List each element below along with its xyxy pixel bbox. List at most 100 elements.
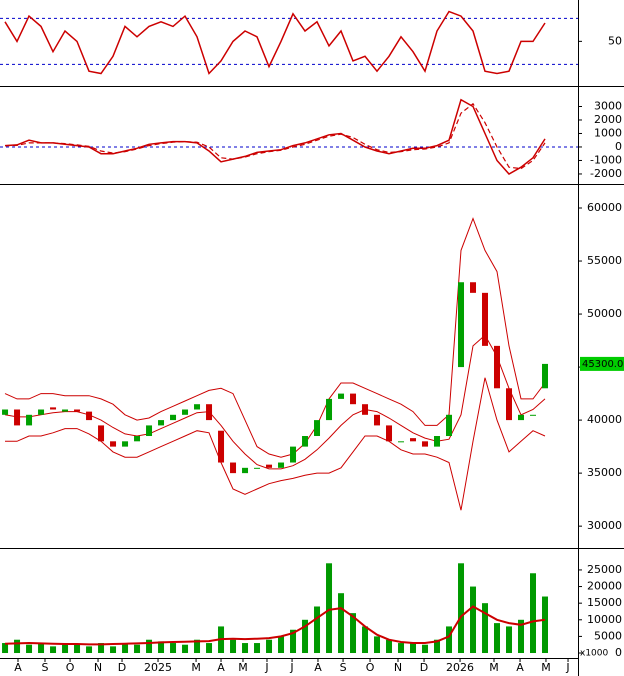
y-tick-label: 15000 (587, 596, 622, 609)
volume-bar (386, 639, 393, 654)
volume-bar (254, 643, 261, 654)
volume-bar (530, 573, 537, 654)
y-tick-label: 40000 (587, 413, 622, 426)
candle (14, 409, 21, 426)
volume-bar (182, 644, 189, 654)
volume-bar (2, 643, 9, 654)
y-tick-label: 50000 (587, 307, 622, 320)
volume-bar (14, 639, 21, 654)
candle (50, 407, 57, 410)
candle (458, 282, 465, 368)
x-tick-label: A (314, 661, 322, 674)
x-tick-label: J (289, 661, 293, 674)
volume-bar (38, 643, 45, 654)
candle (386, 425, 393, 442)
volume-bar (158, 641, 165, 654)
candle (518, 414, 525, 421)
candle (374, 414, 381, 426)
y-tick-label: 30000 (587, 519, 622, 532)
candle (230, 462, 237, 474)
unit-label: x1000 (580, 649, 609, 659)
candle (158, 420, 165, 426)
candle (218, 430, 225, 463)
candle (494, 345, 501, 389)
volume-bar (98, 643, 105, 654)
candle (506, 388, 513, 421)
volume-bar (470, 586, 477, 654)
ma-line (4, 334, 546, 470)
y-tick-label: 20000 (587, 580, 622, 593)
volume-bar (518, 619, 525, 654)
x-tick-label: J (264, 661, 268, 674)
candle (182, 409, 189, 415)
x-tick-label: D (118, 661, 126, 674)
volume-bar (194, 639, 201, 654)
volume-bar (50, 646, 57, 654)
x-tick-label: J (565, 661, 569, 674)
candle (446, 414, 453, 437)
x-tick-label: M (191, 661, 201, 674)
x-tick-label: D (420, 661, 428, 674)
values-line (4, 98, 546, 175)
candle (242, 467, 249, 474)
candle (326, 398, 333, 421)
x-tick-label: O (66, 661, 75, 674)
y-tick-label: 55000 (587, 254, 622, 267)
candle (38, 409, 45, 415)
volume-bar (506, 626, 513, 654)
volume-bar (422, 644, 429, 654)
candle (86, 411, 93, 421)
candle (338, 393, 345, 399)
volume-bar (146, 639, 153, 654)
volume-bar (110, 646, 117, 654)
candle (194, 404, 201, 410)
volume-bar (302, 619, 309, 654)
volume-bar (62, 643, 69, 654)
candle (278, 462, 285, 468)
last-price-label: 45300.00 (582, 359, 624, 370)
y-tick-label: -2000 (590, 167, 622, 180)
ma-line (4, 605, 546, 646)
x-tick-label: O (366, 661, 375, 674)
signal-line (4, 102, 546, 170)
y-tick-label: 0 (615, 140, 622, 153)
y-tick-label: 25000 (587, 563, 622, 576)
volume-bar (482, 603, 489, 654)
volume-bar (122, 643, 129, 654)
volume-bar (362, 626, 369, 654)
candle (302, 436, 309, 447)
x-tick-label: 2026 (446, 661, 474, 674)
volume-bar (26, 644, 33, 654)
x-tick-label: S (340, 661, 347, 674)
candle (122, 441, 129, 447)
y-tick-label: 3000 (594, 99, 622, 112)
volume-bar (242, 643, 249, 654)
volume-bar (398, 643, 405, 654)
candle (134, 436, 141, 442)
volume-bar (170, 643, 177, 654)
volume-bar (206, 643, 213, 654)
last-price-box (580, 356, 624, 371)
candle (2, 409, 9, 415)
candle (362, 404, 369, 415)
x-tick-label: N (394, 661, 402, 674)
volume-bar (410, 643, 417, 654)
candle (170, 414, 177, 421)
candle (146, 425, 153, 437)
volume-bar (314, 606, 321, 654)
lower-line (5, 377, 546, 511)
volume-bar (74, 644, 81, 654)
y-tick-label: 35000 (587, 466, 622, 479)
volume-bar (326, 563, 333, 654)
candle (470, 282, 477, 293)
candle (530, 414, 537, 416)
candle (110, 441, 117, 447)
candle (290, 446, 297, 463)
x-tick-label: M (541, 661, 551, 674)
x-tick-label: S (42, 661, 49, 674)
volume-bar (266, 639, 273, 654)
volume-bar (458, 563, 465, 654)
x-tick-label: A (14, 661, 22, 674)
